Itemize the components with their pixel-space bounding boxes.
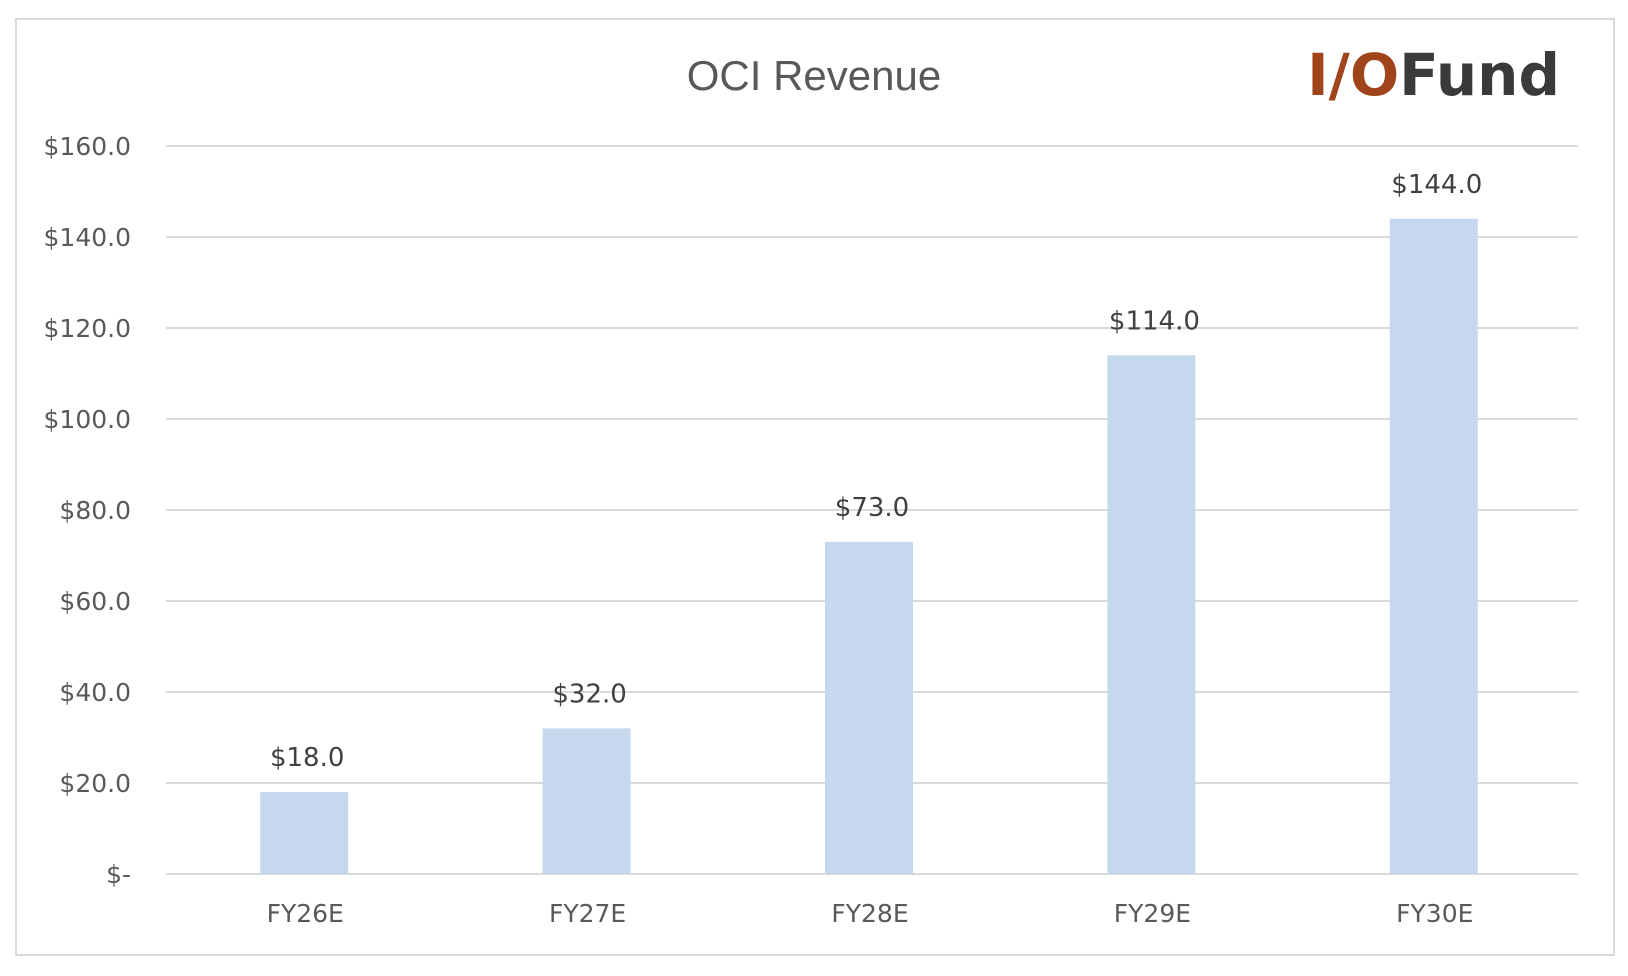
y-tick-label: $80.0: [59, 496, 131, 525]
x-axis-tick-labels: FY26E FY27E FY28E FY29E FY30E: [267, 899, 1474, 928]
logo-fund-text: Fund: [1399, 41, 1560, 109]
logo-io-text: I/O: [1307, 41, 1399, 109]
chart-title: OCI Revenue: [687, 52, 941, 99]
bar-fy30e: [1389, 218, 1478, 875]
y-tick-label: $140.0: [44, 223, 131, 252]
y-tick-label: $40.0: [59, 678, 131, 707]
io-fund-logo: I/OFund: [1307, 41, 1560, 109]
data-labels: $18.0 $32.0 $73.0 $114.0 $144.0: [270, 170, 1482, 773]
x-tick-label: FY29E: [1114, 899, 1191, 928]
data-label: $32.0: [552, 679, 626, 709]
y-axis-tick-labels: $- $20.0 $40.0 $60.0 $80.0 $100.0 $120.0 $140.0…: [44, 132, 131, 889]
y-tick-label: $-: [106, 860, 131, 889]
y-tick-label: $60.0: [59, 587, 131, 616]
data-label: $73.0: [835, 493, 909, 523]
svg-text:I/OFund: I/OFund: [1307, 41, 1560, 109]
y-tick-label: $160.0: [44, 132, 131, 161]
data-label: $18.0: [270, 743, 344, 773]
x-tick-label: FY27E: [549, 899, 626, 928]
y-tick-label: $100.0: [44, 405, 131, 434]
x-tick-label: FY26E: [267, 899, 344, 928]
bars: [260, 218, 1478, 875]
bar-fy27e: [542, 728, 631, 874]
x-tick-label: FY30E: [1396, 899, 1473, 928]
y-tick-label: $120.0: [44, 314, 131, 343]
data-label: $144.0: [1391, 170, 1482, 200]
data-label: $114.0: [1109, 306, 1200, 336]
bar-fy26e: [260, 792, 349, 874]
x-tick-label: FY28E: [831, 899, 908, 928]
bar-fy28e: [825, 541, 913, 874]
y-tick-label: $20.0: [59, 769, 131, 798]
bar-fy29e: [1107, 355, 1196, 874]
gridlines: [166, 145, 1578, 875]
